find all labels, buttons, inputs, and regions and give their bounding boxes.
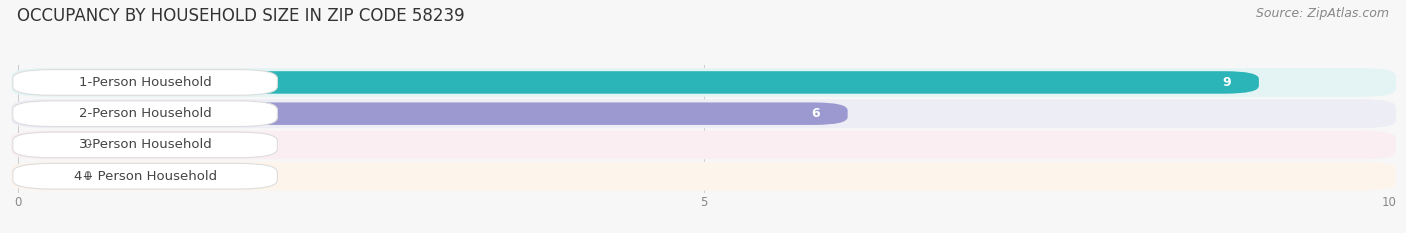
Text: 0: 0 [83, 138, 91, 151]
Text: 3-Person Household: 3-Person Household [79, 138, 211, 151]
FancyBboxPatch shape [13, 101, 277, 127]
Text: 6: 6 [811, 107, 820, 120]
FancyBboxPatch shape [11, 130, 1396, 159]
FancyBboxPatch shape [13, 165, 72, 187]
FancyBboxPatch shape [11, 71, 1258, 94]
FancyBboxPatch shape [13, 70, 277, 95]
Text: 0: 0 [83, 170, 91, 183]
FancyBboxPatch shape [11, 99, 1396, 128]
FancyBboxPatch shape [11, 68, 1396, 97]
FancyBboxPatch shape [11, 103, 848, 125]
FancyBboxPatch shape [13, 134, 72, 156]
FancyBboxPatch shape [13, 163, 277, 189]
Text: 1-Person Household: 1-Person Household [79, 76, 211, 89]
FancyBboxPatch shape [11, 162, 1396, 191]
Text: 9: 9 [1223, 76, 1232, 89]
FancyBboxPatch shape [13, 132, 277, 158]
Text: Source: ZipAtlas.com: Source: ZipAtlas.com [1256, 7, 1389, 20]
Text: OCCUPANCY BY HOUSEHOLD SIZE IN ZIP CODE 58239: OCCUPANCY BY HOUSEHOLD SIZE IN ZIP CODE … [17, 7, 464, 25]
Text: 4+ Person Household: 4+ Person Household [73, 170, 217, 183]
Text: 2-Person Household: 2-Person Household [79, 107, 211, 120]
